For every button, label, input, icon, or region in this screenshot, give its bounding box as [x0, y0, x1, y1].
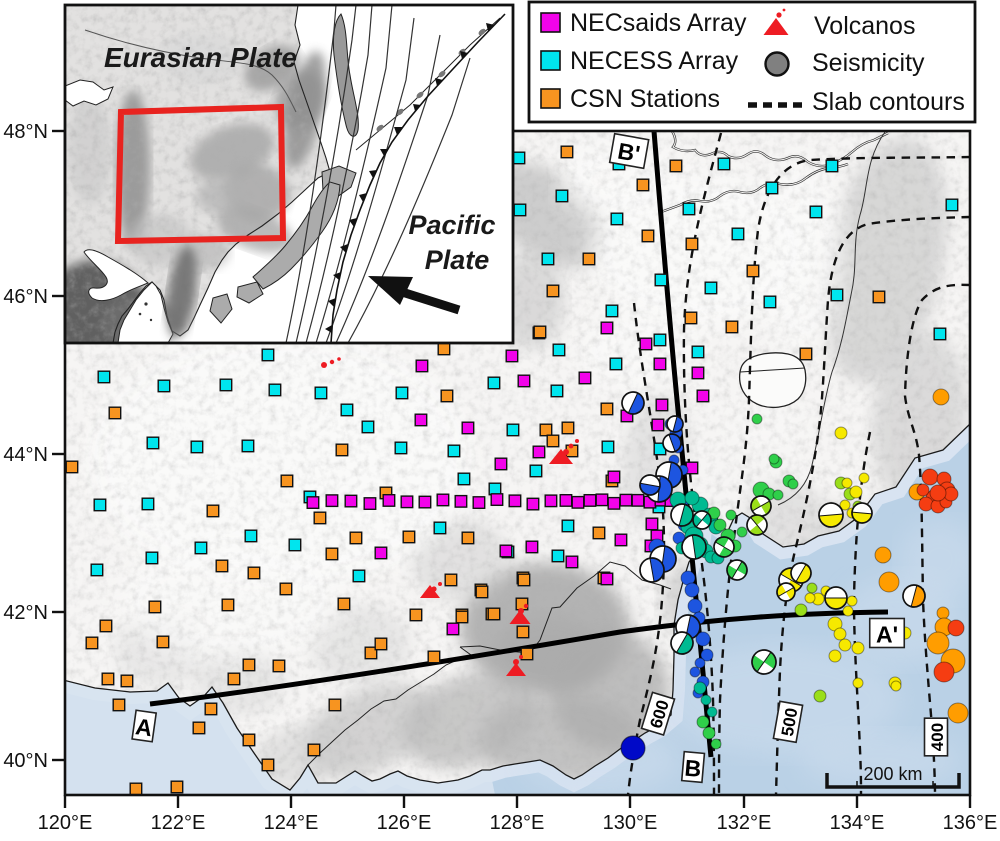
svg-text:132°E: 132°E [717, 812, 772, 834]
svg-text:48°N: 48°N [3, 121, 48, 143]
svg-text:126°E: 126°E [377, 812, 432, 834]
svg-text:40°N: 40°N [3, 750, 48, 772]
svg-text:Pacific: Pacific [408, 210, 495, 240]
svg-text:122°E: 122°E [151, 812, 206, 834]
svg-text:42°N: 42°N [3, 602, 48, 624]
svg-text:200 km: 200 km [863, 764, 922, 784]
svg-text:400: 400 [928, 723, 947, 751]
svg-text:NECsaids Array: NECsaids Array [570, 9, 747, 37]
svg-text:130°E: 130°E [603, 812, 658, 834]
svg-text:Seismicity: Seismicity [812, 49, 925, 77]
svg-text:44°N: 44°N [3, 444, 48, 466]
svg-text:CSN Stations: CSN Stations [570, 85, 720, 113]
svg-text:A: A [134, 713, 154, 741]
svg-text:120°E: 120°E [38, 812, 93, 834]
svg-text:136°E: 136°E [943, 812, 998, 834]
svg-text:NECESS Array: NECESS Array [570, 47, 739, 75]
svg-text:B: B [684, 755, 703, 782]
svg-text:Plate: Plate [425, 245, 490, 275]
svg-text:Volcanos: Volcanos [814, 12, 915, 40]
svg-text:A': A' [876, 621, 898, 647]
svg-text:124°E: 124°E [264, 812, 319, 834]
svg-text:Eurasian Plate: Eurasian Plate [104, 42, 297, 73]
svg-text:128°E: 128°E [490, 812, 545, 834]
svg-text:500: 500 [778, 706, 802, 737]
svg-text:B': B' [616, 138, 642, 167]
svg-text:Slab contours: Slab contours [812, 88, 965, 116]
svg-text:134°E: 134°E [830, 812, 885, 834]
svg-text:46°N: 46°N [3, 286, 48, 308]
